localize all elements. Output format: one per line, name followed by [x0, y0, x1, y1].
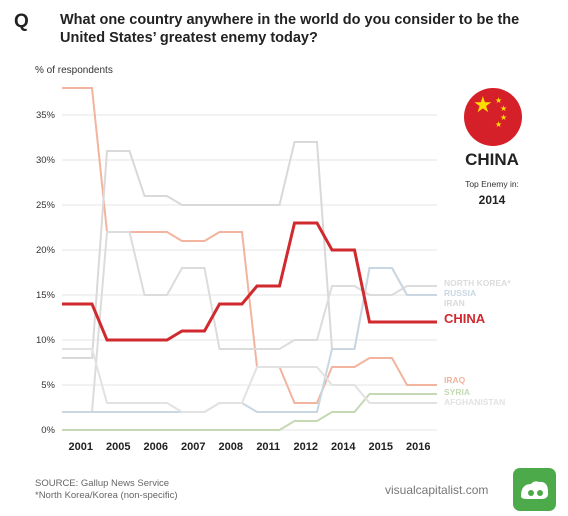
question-mark: Q — [14, 11, 29, 32]
footnote-text: *North Korea/Korea (non-specific) — [35, 490, 178, 501]
series-lines — [62, 87, 437, 431]
series-label: SYRIA — [444, 387, 470, 397]
series-line — [62, 393, 437, 431]
series-line — [62, 348, 437, 413]
y-tick-labels: 0% 5% 10% 15% 20% 25% 30% 35% — [36, 110, 56, 436]
highlight-country: CHINA — [465, 150, 519, 169]
y-tick-label: 25% — [36, 200, 56, 211]
y-tick-label: 5% — [41, 380, 55, 391]
source-note: SOURCE: Gallup News Service *North Korea… — [35, 478, 178, 502]
brand-link[interactable]: visualcapitalist.com — [385, 483, 489, 497]
series-line — [62, 267, 437, 413]
y-tick-label: 20% — [36, 245, 56, 256]
series-label: AFGHANISTAN — [444, 397, 505, 407]
x-tick-label: 2011 — [256, 441, 280, 453]
source-text: SOURCE: Gallup News Service — [35, 478, 170, 489]
series-label: CHINA — [444, 311, 486, 326]
series-label: NORTH KOREA* — [444, 278, 511, 288]
flag-star-icon: ★ — [495, 96, 503, 105]
y-tick-label: 0% — [41, 425, 55, 436]
x-tick-label: 2016 — [406, 441, 430, 453]
series-labels: IRAQ IRAN NORTH KOREA*RUSSIA SYRIAAFGHANIST… — [444, 278, 511, 407]
flag-star-icon: ★ — [500, 104, 508, 113]
x-tick-label: 2007 — [181, 441, 205, 453]
flag-star-icon: ★ — [473, 92, 493, 117]
y-tick-label: 35% — [36, 110, 56, 121]
page-title: What one country anywhere in the world d… — [60, 12, 520, 46]
x-tick-label: 2001 — [69, 441, 93, 453]
series-line — [62, 231, 437, 413]
y-axis-unit-label: % of respondents — [35, 65, 113, 76]
x-tick-labels: 2001 2005 2006 2007 2008 2011 2012 2014 2015 2016 — [69, 441, 431, 453]
china-flag-icon: ★ ★ ★ ★ ★ — [464, 88, 522, 146]
y-tick-label: 15% — [36, 290, 56, 301]
y-tick-label: 30% — [36, 155, 56, 166]
flag-star-icon: ★ — [495, 120, 503, 129]
x-tick-label: 2012 — [294, 441, 318, 453]
x-tick-label: 2005 — [106, 441, 130, 453]
series-label: IRAN — [444, 298, 465, 308]
x-tick-label: 2014 — [331, 441, 356, 453]
x-tick-label: 2008 — [219, 441, 243, 453]
flag-star-icon: ★ — [500, 113, 508, 122]
visual-capitalist-logo-icon[interactable] — [513, 468, 556, 511]
y-tick-label: 10% — [36, 335, 56, 346]
x-tick-label: 2006 — [144, 441, 168, 453]
highlight-caption: Top Enemy in: — [465, 179, 519, 189]
series-line — [62, 221, 437, 342]
x-tick-label: 2015 — [369, 441, 393, 453]
highlight-year: 2014 — [478, 193, 506, 207]
series-label: RUSSIA — [444, 288, 476, 298]
series-label: IRAQ — [444, 375, 466, 385]
series-line — [62, 87, 437, 404]
